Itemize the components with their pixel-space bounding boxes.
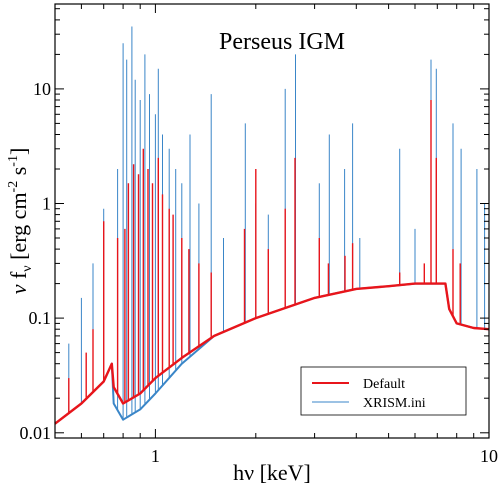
legend-label-default: Default	[363, 377, 405, 392]
y-tick-label: 1	[42, 194, 51, 214]
tick-labels: 1 10 0.01 0.1 1 10	[20, 79, 498, 466]
y-axis-label: ν fν [erg cm-2 s-1]	[6, 148, 35, 295]
series-layer	[54, 26, 490, 425]
x-tick-label: 1	[151, 446, 160, 466]
y-tick-label: 0.1	[29, 308, 52, 328]
series-xrism-ini	[54, 26, 490, 425]
legend-label-xrism: XRISM.ini	[363, 396, 426, 411]
y-tick-label: 10	[33, 79, 51, 99]
y-tick-label: 0.01	[20, 423, 52, 443]
legend-box	[300, 366, 467, 416]
tick-marks	[54, 4, 490, 439]
x-axis-label: hν [keV]	[233, 460, 311, 485]
series-default	[54, 100, 490, 425]
plot-area: 1 10 0.01 0.1 1 10	[20, 3, 498, 466]
legend: Default XRISM.ini	[300, 366, 467, 416]
x-tick-label: 10	[480, 446, 498, 466]
chart-title: Perseus IGM	[219, 29, 345, 55]
